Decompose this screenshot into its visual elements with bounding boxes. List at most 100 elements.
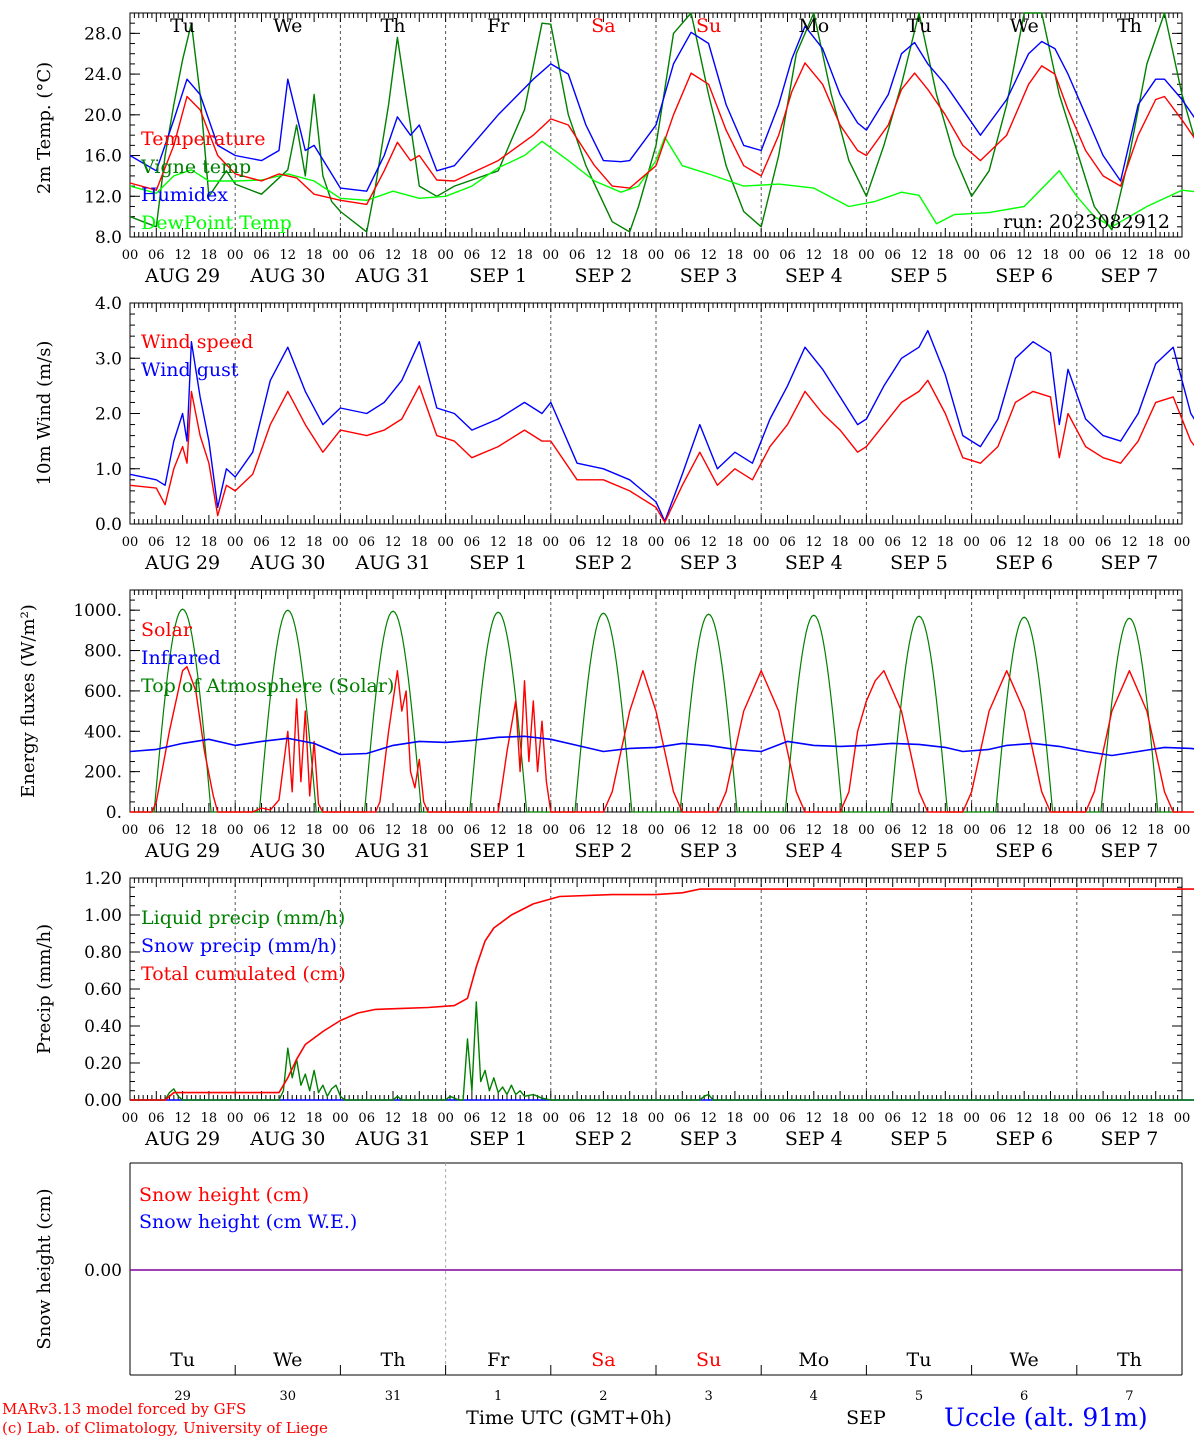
hour-tick-label: 18: [832, 535, 849, 550]
hour-tick-label: 12: [174, 1111, 191, 1126]
hour-tick-label: 06: [990, 248, 1007, 263]
date-label: SEP 1: [469, 1128, 527, 1150]
hour-tick-label: 00: [227, 535, 244, 550]
hour-tick-label: 06: [253, 248, 270, 263]
hour-tick-label: 12: [490, 535, 507, 550]
hour-tick-label: 00: [858, 248, 875, 263]
y-tick-label: 1.0: [95, 460, 122, 480]
date-label: AUG 31: [354, 1128, 430, 1150]
hour-tick-label: 18: [832, 823, 849, 838]
hour-tick-label: 06: [779, 248, 796, 263]
legend-entry: Humidex: [141, 184, 228, 206]
hour-tick-label: 06: [990, 1111, 1007, 1126]
hour-tick-label: 06: [884, 1111, 901, 1126]
hour-tick-label: 18: [937, 823, 954, 838]
bottom-day-label: Tu: [170, 1349, 195, 1371]
hour-tick-label: 18: [306, 1111, 323, 1126]
hour-tick-label: 06: [779, 535, 796, 550]
hour-tick-label: 06: [1095, 823, 1112, 838]
wind-speed-line: [129, 379, 1194, 523]
date-label: SEP 1: [469, 552, 527, 574]
day-number: 6: [1020, 1389, 1028, 1404]
y-tick-label: 200.: [84, 763, 122, 783]
hour-tick-label: 00: [753, 535, 770, 550]
hour-tick-label: 06: [674, 535, 691, 550]
x-axis-label: Time UTC (GMT+0h): [466, 1407, 672, 1429]
station-label: Uccle (alt. 91m): [944, 1403, 1148, 1432]
hour-tick-label: 00: [753, 823, 770, 838]
hour-tick-label: 00: [122, 823, 139, 838]
hour-tick-label: 12: [911, 248, 928, 263]
hour-tick-label: 06: [464, 535, 481, 550]
hour-tick-label: 00: [1174, 248, 1191, 263]
y-tick-label: 0.40: [84, 1017, 122, 1037]
hour-tick-label: 06: [464, 1111, 481, 1126]
top-day-label: Th: [381, 15, 406, 37]
hour-tick-label: 06: [464, 823, 481, 838]
hour-tick-label: 00: [963, 248, 980, 263]
hour-tick-label: 18: [516, 823, 533, 838]
hour-tick-label: 18: [621, 535, 638, 550]
hour-tick-label: 12: [1121, 248, 1138, 263]
y-tick-label: 0.0: [95, 515, 122, 535]
hour-tick-label: 18: [201, 823, 218, 838]
hour-tick-label: 12: [1016, 535, 1033, 550]
date-label: SEP 6: [995, 840, 1053, 862]
hour-tick-label: 12: [911, 1111, 928, 1126]
date-label: SEP 2: [574, 840, 632, 862]
hour-tick-label: 06: [884, 248, 901, 263]
hour-tick-label: 00: [858, 1111, 875, 1126]
hour-tick-label: 06: [358, 1111, 375, 1126]
date-label: AUG 31: [354, 265, 430, 287]
hour-tick-label: 18: [516, 1111, 533, 1126]
top-day-label: Sa: [591, 15, 615, 37]
date-label: AUG 31: [354, 552, 430, 574]
day-number: 4: [810, 1389, 818, 1404]
hour-tick-label: 00: [648, 535, 665, 550]
hour-tick-label: 18: [1147, 248, 1164, 263]
hour-tick-label: 12: [490, 248, 507, 263]
hour-tick-label: 12: [700, 1111, 717, 1126]
hour-tick-label: 00: [122, 535, 139, 550]
date-label: SEP 5: [890, 552, 948, 574]
legend-entry: Snow precip (mm/h): [141, 935, 337, 957]
top-day-label: We: [273, 15, 302, 37]
date-label: SEP 7: [1100, 265, 1158, 287]
hour-tick-label: 18: [727, 248, 744, 263]
date-label: AUG 30: [249, 1128, 325, 1150]
hour-tick-label: 12: [806, 535, 823, 550]
top-day-label: Th: [1117, 15, 1142, 37]
hour-tick-label: 00: [963, 535, 980, 550]
hour-tick-label: 12: [280, 1111, 297, 1126]
bottom-day-label: Su: [696, 1349, 721, 1371]
y-tick-label: 0.80: [84, 943, 122, 963]
hour-tick-label: 18: [1042, 823, 1059, 838]
hour-tick-label: 06: [884, 823, 901, 838]
hour-tick-label: 18: [201, 1111, 218, 1126]
hour-tick-label: 00: [648, 248, 665, 263]
hour-tick-label: 18: [306, 823, 323, 838]
date-label: SEP 5: [890, 840, 948, 862]
hour-tick-label: 18: [727, 1111, 744, 1126]
hour-tick-label: 00: [753, 1111, 770, 1126]
date-label: SEP 6: [995, 265, 1053, 287]
hour-tick-label: 18: [621, 823, 638, 838]
date-label: SEP 3: [680, 1128, 738, 1150]
bottom-day-label: Mo: [798, 1349, 829, 1371]
hour-tick-label: 12: [1016, 1111, 1033, 1126]
top-day-label: Mo: [798, 15, 829, 37]
hour-tick-label: 12: [174, 248, 191, 263]
y-tick-label: 0.00: [84, 1261, 122, 1281]
y-tick-label: 16.0: [84, 147, 122, 167]
hour-tick-label: 00: [332, 248, 349, 263]
y-tick-label: 8.0: [95, 228, 122, 248]
hour-tick-label: 00: [858, 535, 875, 550]
hour-tick-label: 06: [569, 823, 586, 838]
hour-tick-label: 12: [1121, 535, 1138, 550]
date-label: SEP 1: [469, 265, 527, 287]
y-tick-label: 400.: [84, 722, 122, 742]
hour-tick-label: 06: [674, 823, 691, 838]
infrared-line: [129, 735, 1194, 757]
toa-solar-line: [130, 608, 1182, 813]
date-label: AUG 31: [354, 840, 430, 862]
